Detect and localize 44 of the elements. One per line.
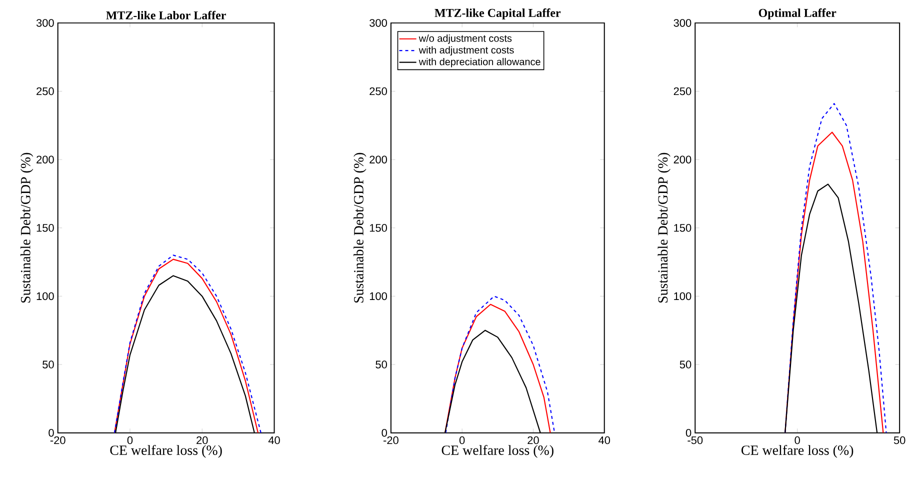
y-tick-label: 250 <box>370 88 387 96</box>
x-axis-title: CE welfare loss (%) <box>742 445 854 458</box>
y-tick-label: 100 <box>674 292 692 300</box>
x-tick-label: 50 <box>894 436 906 444</box>
y-tick-label: 150 <box>674 224 692 232</box>
y-tick-label: 300 <box>36 19 54 27</box>
y-tick-label: 250 <box>36 88 54 96</box>
y-tick-label: 100 <box>36 292 54 300</box>
x-tick-label: 0 <box>459 436 465 444</box>
x-tick-label: 20 <box>528 436 539 444</box>
x-tick-label: -20 <box>384 436 398 444</box>
y-tick-label: 200 <box>36 156 54 164</box>
y-axis-title: Sustainable Debt/GDP (%) <box>354 153 366 303</box>
y-tick-label: 0 <box>48 429 54 437</box>
y-tick-label: 300 <box>370 19 387 27</box>
y-tick-label: 200 <box>674 156 692 164</box>
legend-label: with adjustment costs <box>418 46 514 56</box>
x-tick-label: 40 <box>598 436 610 444</box>
y-tick-label: 150 <box>36 224 54 232</box>
x-tick-label: 0 <box>794 436 800 444</box>
y-tick-label: 300 <box>674 19 692 27</box>
x-tick-label: -20 <box>50 436 66 444</box>
y-axis-title: Sustainable Debt/GDP (%) <box>20 153 34 303</box>
y-tick-label: 150 <box>370 224 387 232</box>
x-tick-label: -50 <box>688 436 703 444</box>
y-tick-label: 100 <box>370 292 387 300</box>
legend-label: w/o adjustment costs <box>418 34 512 44</box>
legend-label: with depreciation allowance <box>418 58 540 68</box>
x-axis-title: CE welfare loss (%) <box>442 445 554 458</box>
x-tick-label: 20 <box>196 436 208 444</box>
x-axis-title: CE welfare loss (%) <box>110 445 222 458</box>
chart-title: MTZ-like Labor Laffer <box>106 11 226 20</box>
x-tick-label: 40 <box>268 436 280 444</box>
y-tick-label: 0 <box>686 429 692 437</box>
y-tick-label: 0 <box>382 429 387 437</box>
y-tick-label: 250 <box>674 88 692 96</box>
chart-title: Optimal Laffer <box>758 8 836 20</box>
chart-title: MTZ-like Capital Laffer <box>434 8 561 20</box>
y-tick-label: 200 <box>370 156 387 164</box>
y-tick-label: 50 <box>680 360 692 369</box>
y-tick-label: 50 <box>42 360 54 369</box>
y-tick-label: 50 <box>376 360 387 369</box>
x-tick-label: 0 <box>127 436 133 444</box>
y-axis-title: Sustainable Debt/GDP (%) <box>658 153 670 303</box>
